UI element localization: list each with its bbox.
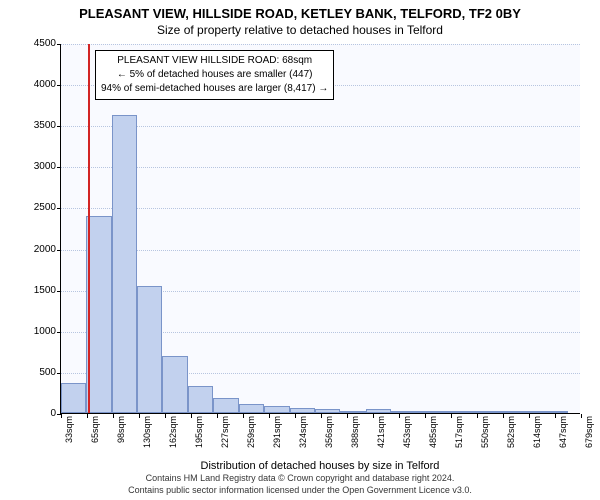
x-tick-label: 162sqm [169,416,178,456]
histogram-bar [441,411,467,413]
x-tick-mark [87,414,88,418]
x-tick-mark [581,414,582,418]
x-tick-label: 65sqm [91,416,100,456]
y-tick-mark [57,126,61,127]
x-tick-mark [295,414,296,418]
y-tick-mark [57,44,61,45]
x-tick-label: 130sqm [143,416,152,456]
histogram-bar [162,356,188,413]
chart-area: Number of detached houses Distribution o… [60,44,580,414]
annotation-line-2: ← 5% of detached houses are smaller (447… [101,68,328,82]
annotation-line-1: PLEASANT VIEW HILLSIDE ROAD: 68sqm [101,54,328,68]
histogram-bar [290,408,315,413]
x-tick-label: 227sqm [221,416,230,456]
histogram-bar [315,409,340,413]
x-tick-label: 517sqm [455,416,464,456]
x-tick-mark [503,414,504,418]
gridline [61,208,580,209]
y-tick-label: 3000 [16,162,56,172]
y-tick-mark [57,332,61,333]
y-tick-label: 2000 [16,245,56,255]
x-tick-label: 195sqm [195,416,204,456]
y-tick-mark [57,208,61,209]
x-tick-mark [217,414,218,418]
indicator-line [88,44,90,413]
y-tick-label: 0 [16,409,56,419]
x-tick-label: 421sqm [377,416,386,456]
y-tick-label: 1000 [16,327,56,337]
x-axis-label: Distribution of detached houses by size … [60,460,580,472]
x-tick-mark [113,414,114,418]
y-tick-mark [57,85,61,86]
x-tick-mark [191,414,192,418]
y-tick-mark [57,291,61,292]
x-tick-mark [425,414,426,418]
y-tick-label: 500 [16,368,56,378]
histogram-bar [213,398,238,413]
y-tick-label: 1500 [16,286,56,296]
x-tick-mark [399,414,400,418]
x-tick-label: 356sqm [325,416,334,456]
histogram-bar [391,411,416,413]
y-tick-label: 2500 [16,203,56,213]
y-tick-mark [57,373,61,374]
histogram-bar [61,383,86,413]
histogram-bar [416,411,441,413]
x-tick-mark [165,414,166,418]
title-secondary: Size of property relative to detached ho… [0,21,600,37]
x-tick-label: 98sqm [117,416,126,456]
y-tick-mark [57,250,61,251]
gridline [61,126,580,127]
gridline [61,44,580,45]
x-tick-label: 582sqm [507,416,516,456]
x-tick-mark [243,414,244,418]
gridline [61,167,580,168]
histogram-bar [112,115,137,413]
histogram-bar [188,386,213,413]
x-tick-mark [321,414,322,418]
x-tick-label: 550sqm [481,416,490,456]
x-tick-label: 614sqm [533,416,542,456]
histogram-bar [492,411,517,413]
x-tick-label: 324sqm [299,416,308,456]
x-tick-mark [373,414,374,418]
chart-container: PLEASANT VIEW, HILLSIDE ROAD, KETLEY BAN… [0,0,600,500]
x-tick-label: 259sqm [247,416,256,456]
y-tick-mark [57,167,61,168]
y-tick-label: 3500 [16,121,56,131]
footer-line-1: Contains HM Land Registry data © Crown c… [0,472,600,484]
x-tick-mark [529,414,530,418]
x-tick-label: 485sqm [429,416,438,456]
annotation-box: PLEASANT VIEW HILLSIDE ROAD: 68sqm ← 5% … [95,50,334,100]
histogram-bar [239,404,264,413]
x-tick-mark [451,414,452,418]
title-primary: PLEASANT VIEW, HILLSIDE ROAD, KETLEY BAN… [0,0,600,21]
x-tick-label: 388sqm [351,416,360,456]
annotation-line-3: 94% of semi-detached houses are larger (… [101,82,328,96]
histogram-bar [366,409,391,413]
x-tick-mark [555,414,556,418]
x-tick-mark [477,414,478,418]
histogram-bar [264,406,290,413]
y-tick-label: 4000 [16,80,56,90]
x-tick-mark [139,414,140,418]
gridline [61,250,580,251]
y-tick-label: 4500 [16,39,56,49]
histogram-bar [543,411,568,413]
footer-attribution: Contains HM Land Registry data © Crown c… [0,472,600,496]
histogram-bar [467,411,492,413]
x-tick-label: 291sqm [273,416,282,456]
footer-line-2: Contains public sector information licen… [0,484,600,496]
x-tick-label: 647sqm [559,416,568,456]
histogram-bar [340,411,366,413]
histogram-bar [137,286,162,413]
x-tick-label: 679sqm [585,416,594,456]
histogram-bar [517,411,543,413]
x-tick-mark [269,414,270,418]
x-tick-label: 453sqm [403,416,412,456]
x-tick-mark [347,414,348,418]
x-tick-mark [61,414,62,418]
x-tick-label: 33sqm [65,416,74,456]
